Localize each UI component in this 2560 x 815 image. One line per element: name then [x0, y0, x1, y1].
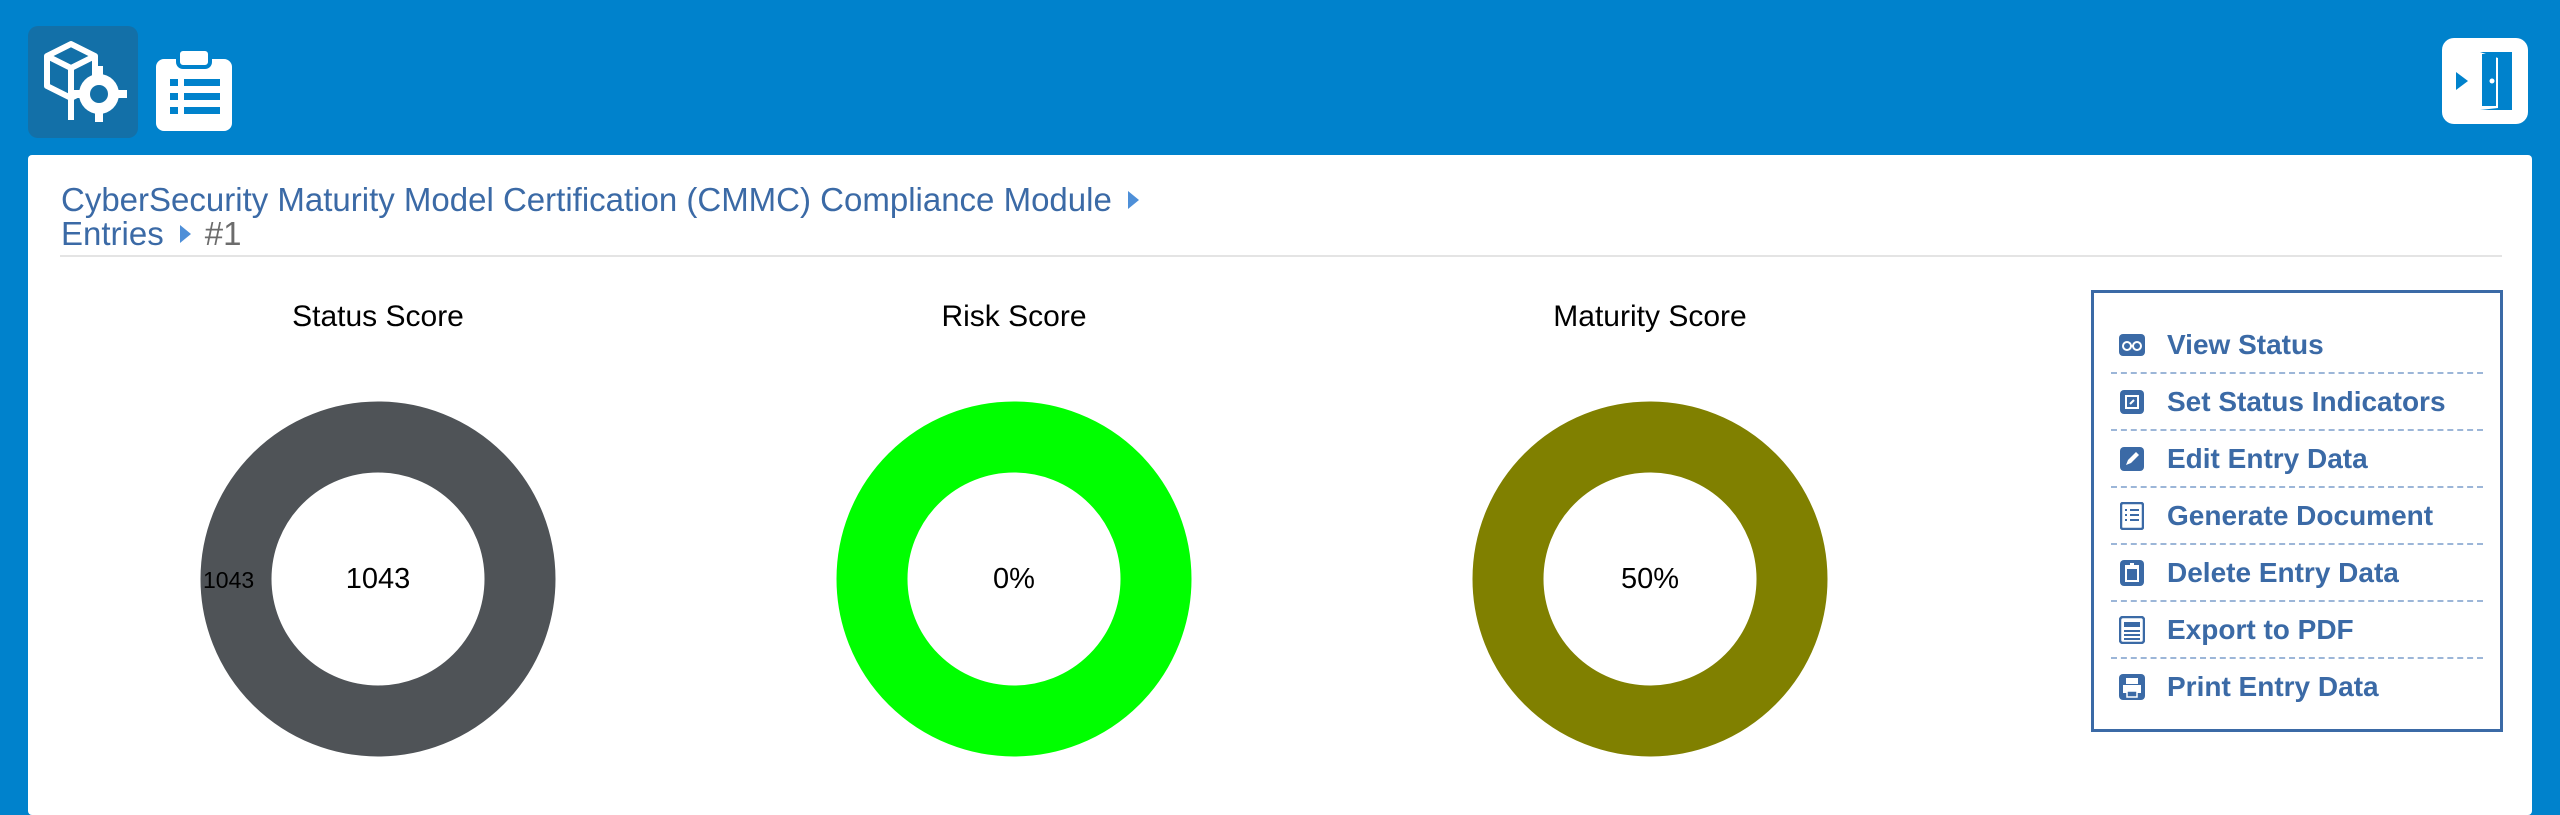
top-toolbar	[0, 0, 2560, 155]
document-icon	[2117, 501, 2147, 531]
breadcrumb-module-link[interactable]: CyberSecurity Maturity Model Certificati…	[61, 181, 1112, 218]
edit-entry-data-link[interactable]: Edit Entry Data	[2111, 431, 2483, 488]
delete-entry-data-link[interactable]: Delete Entry Data	[2111, 545, 2483, 602]
chart-title: Maturity Score	[1553, 300, 1747, 333]
donut-center-label: 1043	[345, 562, 411, 595]
set-status-indicators-link[interactable]: Set Status Indicators	[2111, 374, 2483, 431]
generate-document-link[interactable]: Generate Document	[2111, 488, 2483, 545]
menu-item-label: Edit Entry Data	[2167, 442, 2368, 474]
menu-item-label: Set Status Indicators	[2167, 385, 2446, 417]
maturity-score-chart: Maturity Score 50%	[1470, 297, 1830, 757]
donut-slice	[200, 401, 556, 757]
exit-door-icon	[2456, 52, 2512, 110]
glasses-icon	[2117, 330, 2147, 360]
status-indicator-icon	[2117, 387, 2147, 417]
chart-title: Status Score	[292, 300, 464, 333]
printer-icon	[2117, 672, 2147, 702]
pdf-export-icon	[2117, 615, 2147, 645]
donut-center-label: 0%	[993, 562, 1035, 595]
main-panel: CyberSecurity Maturity Model Certificati…	[28, 155, 2532, 815]
pencil-icon	[2117, 444, 2147, 474]
clipboard-button[interactable]	[150, 40, 238, 140]
breadcrumb-entries-link[interactable]: Entries	[61, 215, 164, 252]
divider	[60, 255, 2502, 257]
breadcrumb-arrow-icon	[1127, 191, 1139, 209]
donut-slice	[836, 401, 1192, 757]
menu-item-label: Print Entry Data	[2167, 670, 2379, 702]
print-entry-data-link[interactable]: Print Entry Data	[2111, 659, 2483, 714]
menu-item-label: View Status	[2167, 328, 2324, 360]
breadcrumb-arrow-icon	[179, 225, 191, 243]
status-score-chart: Status Score 1043 1043	[198, 297, 558, 757]
clipboard-icon	[156, 47, 232, 131]
breadcrumb: CyberSecurity Maturity Model Certificati…	[61, 183, 1153, 251]
breadcrumb-current: #1	[204, 215, 242, 252]
donut-ring	[1472, 401, 1828, 757]
menu-item-label: Delete Entry Data	[2167, 556, 2399, 588]
donut-slice	[1472, 401, 1828, 757]
chart-title: Risk Score	[941, 300, 1087, 333]
gear-box-icon	[44, 41, 127, 122]
donut-slice-label: 1043	[203, 567, 255, 593]
risk-score-chart: Risk Score 0%	[834, 297, 1194, 757]
entry-actions-menu: View Status Set Status Indicators Edit E…	[2091, 290, 2503, 732]
view-status-link[interactable]: View Status	[2111, 317, 2483, 374]
donut-ring	[836, 401, 1192, 757]
menu-item-label: Export to PDF	[2167, 613, 2354, 645]
trash-icon	[2117, 558, 2147, 588]
donut-ring	[200, 401, 556, 757]
export-to-pdf-link[interactable]: Export to PDF	[2111, 602, 2483, 659]
donut-center-label: 50%	[1620, 562, 1680, 595]
cmmc-module-button[interactable]	[28, 26, 138, 138]
menu-item-label: Generate Document	[2167, 499, 2434, 531]
exit-button[interactable]	[2442, 38, 2528, 124]
